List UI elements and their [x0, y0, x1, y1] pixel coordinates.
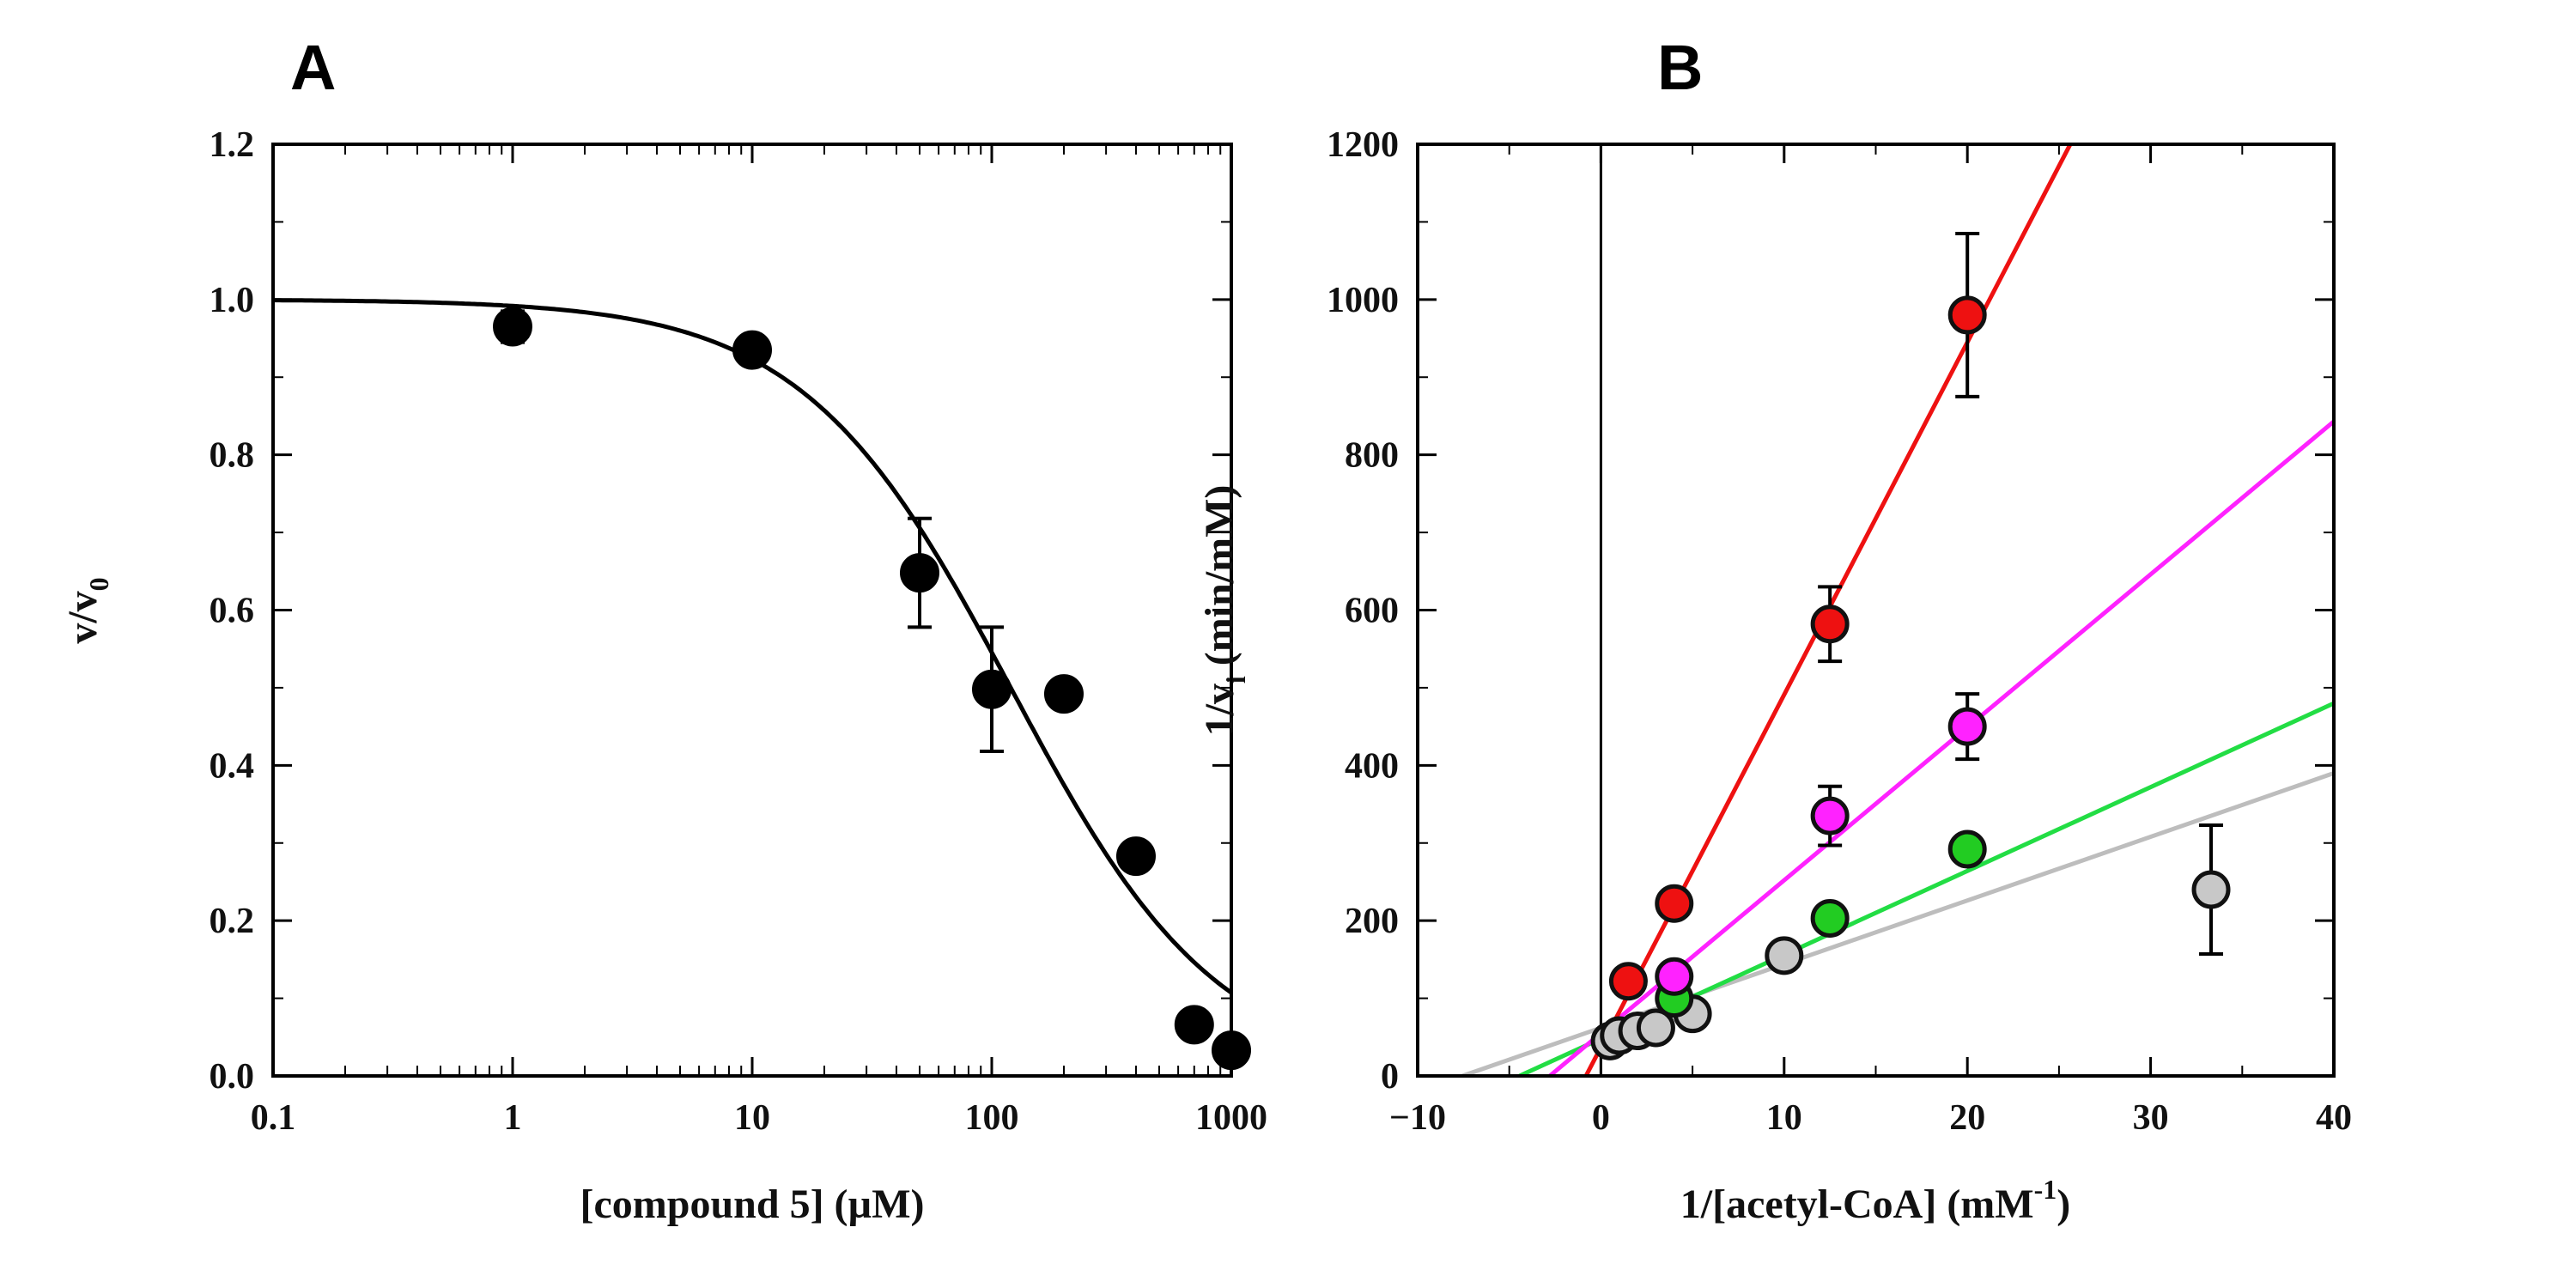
- panel-a-x-tick-label: 100: [965, 1098, 1019, 1138]
- panel-b-y-tick-label: 1200: [1327, 125, 1399, 165]
- panel-b-x-tick-label: 40: [2316, 1098, 2352, 1138]
- panel-a-x-axis-label: [compound 5] (µM): [580, 1182, 925, 1227]
- panel-a-chart: 0.1 1 10 100 1000 0.0 0.2 0.4 0.6 0.8 1.0 1.2 [comp…: [60, 125, 1267, 1227]
- panel-b-data-point-red: [1810, 605, 1850, 644]
- panel-b-y-axis-label-post: (min/mM): [1197, 485, 1242, 677]
- panel-b-fit-line-gray: [1461, 771, 2334, 1076]
- panel-a-data-point: [972, 669, 1012, 709]
- panel-b-data-point-magenta: [1655, 957, 1694, 996]
- panel-a-x-tick-label: 1: [504, 1098, 522, 1138]
- panel-a-letter: A: [290, 32, 336, 103]
- panel-b-y-tick-label: 400: [1345, 746, 1399, 786]
- panel-b-data-point-green: [1810, 898, 1850, 938]
- panel-b-x-tick-label: 0: [1592, 1098, 1610, 1138]
- panel-b-y-tick-label: 800: [1345, 436, 1399, 476]
- panel-b-data-point-gray: [1765, 936, 1804, 975]
- panel-a-y-axis-label-sub: 0: [83, 577, 114, 591]
- panel-b-x-tick-label: −10: [1389, 1098, 1446, 1138]
- panel-b-data-point-green: [1947, 829, 1987, 869]
- panel-a-data-point: [493, 307, 532, 347]
- panel-b-data-point-magenta: [1947, 707, 1987, 746]
- panel-a-y-tick-label: 0.6: [210, 592, 255, 631]
- panel-a-fit-curve: [273, 298, 1231, 995]
- panel-b-x-axis-label-sup: -1: [2034, 1174, 2057, 1205]
- panel-b-plot-frame: [1416, 143, 2336, 1078]
- panel-b-y-tick-label: 1000: [1327, 281, 1399, 320]
- panel-b-data-point-red: [1608, 962, 1648, 1001]
- panel-a-y-tick-label: 0.4: [210, 746, 255, 786]
- panel-a-data-point: [900, 553, 940, 593]
- panel-b-fit-line-red: [1583, 144, 2073, 1076]
- panel-a-x-tick-label: 1000: [1195, 1098, 1267, 1138]
- panel-a-y-tick-label: 0.2: [210, 902, 255, 941]
- panel-b-letter: B: [1657, 32, 1703, 103]
- panel-b-y-tick-label: 200: [1345, 902, 1399, 941]
- panel-b-data-point-gray: [2191, 870, 2231, 909]
- panel-a-plot-frame: [271, 143, 1233, 1078]
- panel-b-y-tick-label: 0: [1381, 1057, 1399, 1097]
- panel-a-y-tick-label: 1.2: [210, 125, 255, 165]
- panel-b-data-point-gray: [1636, 1008, 1675, 1048]
- panel-a-data-point: [732, 330, 772, 370]
- panel-a-y-axis-label-main: v/v: [60, 591, 106, 643]
- panel-a-x-tick-label: 10: [734, 1098, 770, 1138]
- panel-b-x-tick-label: 30: [2133, 1098, 2169, 1138]
- panel-a-y-tick-label: 0.8: [210, 436, 255, 476]
- panel-a-y-tick-label: 1.0: [210, 281, 255, 320]
- panel-b-y-axis-label-sub: i: [1220, 676, 1251, 684]
- panel-b-x-axis-label: 1/[acetyl-CoA] (mM-1): [1680, 1174, 2070, 1227]
- panel-a-data-point: [1174, 1005, 1214, 1045]
- panel-b-data-point-red: [1947, 295, 1987, 335]
- panel-a-y-axis-label: v/v0: [60, 577, 114, 643]
- panel-b-data-point-magenta: [1810, 796, 1850, 835]
- panel-b-x-axis-label-end: ): [2057, 1182, 2070, 1227]
- panel-a-y-tick-label: 0.0: [210, 1057, 255, 1097]
- panel-a-data-point: [1043, 674, 1084, 714]
- panel-b-data-point-red: [1655, 884, 1694, 923]
- panel-b-y-axis-label: 1/vi (min/mM): [1197, 485, 1251, 737]
- panel-b-x-axis-label-main: 1/[acetyl-CoA] (mM: [1680, 1182, 2034, 1227]
- panel-b-x-tick-label: 10: [1766, 1098, 1802, 1138]
- panel-a-data-point: [1115, 836, 1156, 877]
- panel-b-y-tick-label: 600: [1345, 592, 1399, 631]
- panel-b-x-tick-label: 20: [1949, 1098, 1985, 1138]
- panel-b-y-axis-label-pre: 1/v: [1197, 684, 1242, 736]
- panel-a-x-tick-label: 0.1: [251, 1098, 296, 1138]
